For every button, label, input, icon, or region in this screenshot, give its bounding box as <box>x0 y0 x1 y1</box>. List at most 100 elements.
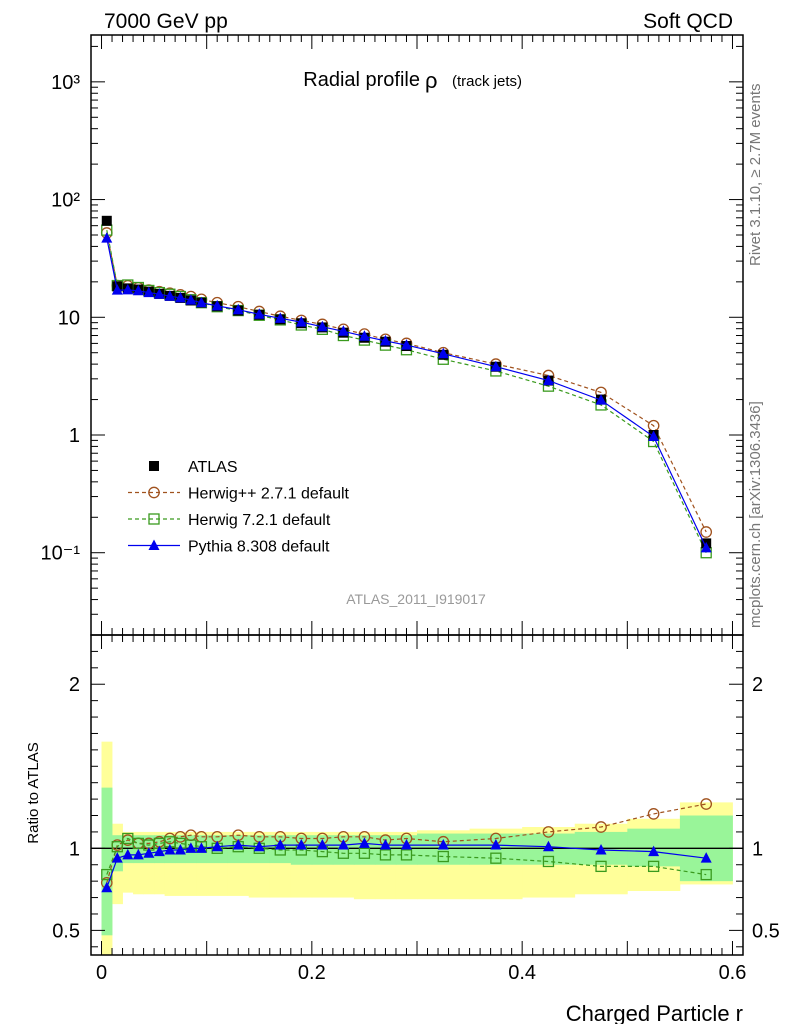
ratio-herwig-2-7-1-default-point <box>595 821 607 833</box>
legend-label: Herwig++ 2.7.1 default <box>188 486 350 503</box>
ratio-y-axis-label: Ratio to ATLAS <box>25 742 42 843</box>
stat-band-bin <box>101 787 113 936</box>
ratio-pythia-8-308-default-point <box>295 839 307 850</box>
main-pythia-8-308-default-point <box>358 330 370 341</box>
ratio-y-tick-label: 2 <box>69 674 80 696</box>
ratio-herwig-7-2-1-default-point <box>542 855 555 868</box>
main-pythia-8-308-default-point <box>132 284 144 296</box>
main-pythia-8-308-default-point <box>143 286 155 298</box>
main-y-tick-label: 10³ <box>51 72 80 94</box>
ratio-pythia-8-308-default-point <box>101 881 113 893</box>
legend-label: ATLAS <box>188 459 238 476</box>
legend-marker <box>149 461 159 471</box>
main-y-tick-label: 1 <box>69 425 80 447</box>
ratio-herwig-7-2-1-default-point <box>400 849 413 861</box>
main-pythia-8-308-default-point <box>185 294 197 305</box>
ratio-frame <box>90 634 744 956</box>
ratio-pythia-8-308-default-point <box>185 842 197 853</box>
ratio-pythia-8-308-default-point <box>358 837 370 848</box>
main-pythia-8-308-default-point <box>316 320 328 332</box>
main-pythia-8-308-default-point <box>648 430 660 442</box>
ratio-herwig-7-2-1-default-point <box>379 849 392 861</box>
ratio-y-tick-label: 0.5 <box>52 920 80 942</box>
ratio-herwig-7-2-1-default-point <box>700 868 712 881</box>
ratio-pythia-8-308-default-point <box>211 840 223 852</box>
ratio-y-tick-label-right: 0.5 <box>752 920 780 942</box>
ratio-herwig-2-7-1-default-point <box>542 826 555 838</box>
ratio-herwig-7-2-1-default-point <box>490 852 502 864</box>
legend-marker <box>148 486 160 499</box>
stat-band-bin <box>311 835 334 865</box>
analysis-label: ATLAS_2011_I919017 <box>346 591 486 607</box>
main-pythia-8-308-default-point <box>153 288 165 299</box>
x-tick-label: 0 <box>96 962 107 984</box>
legend-marker <box>148 539 160 550</box>
ratio-pythia-8-308-default-point <box>274 839 286 850</box>
main-pythia-8-308-default-point <box>490 360 502 372</box>
ratio-y-tick-label-right: 1 <box>752 838 763 860</box>
main-y-tick-label: 10 <box>58 307 80 329</box>
ratio-pythia-8-308-default-point <box>700 852 712 863</box>
ratio-herwig-7-2-1-default-point <box>111 841 123 853</box>
ratio-pythia-8-308-default-point <box>143 847 155 858</box>
main-pythia-8-308-default-point <box>542 374 554 386</box>
ratio-pythia-8-308-default-point <box>122 848 134 860</box>
plot-title: Radial profile <box>303 69 420 91</box>
main-axes-layer: 10⁻¹ 1 10 10² 10³ <box>41 34 744 636</box>
ratio-pythia-8-308-default-point <box>437 839 449 850</box>
ratio-pythia-8-308-default-point <box>232 839 244 850</box>
legend: ATLAS Herwig++ 2.7.1 default Herwig 7.2.1 … <box>128 459 350 556</box>
ratio-pythia-8-308-default-point <box>337 839 349 850</box>
main-y-tick-label: 10² <box>51 190 80 212</box>
ratio-pythia-8-308-default-point <box>164 843 176 855</box>
stat-band-bin <box>122 835 134 864</box>
ratio-plot-panel: 0 0.2 0.4 0.60.5 0.51 12 2 Ratio to ATLAS Char… <box>25 634 780 1024</box>
main-pythia-8-308-default-point <box>337 325 349 336</box>
main-pythia-8-308-default-point <box>437 347 449 359</box>
main-pythia-8-308-default-point <box>379 334 391 346</box>
ratio-pythia-8-308-default-point <box>490 839 502 850</box>
ratio-pythia-8-308-default-point <box>253 840 265 852</box>
syst-band-bin <box>164 831 176 896</box>
mcplots-label: mcplots.cern.ch [arXiv:1306.3436] <box>747 401 764 628</box>
syst-band-bin <box>196 831 208 896</box>
main-atlas-point <box>101 215 112 226</box>
main-pythia-8-308-default-point <box>111 284 123 295</box>
main-y-tick-label: 10⁻¹ <box>41 543 81 565</box>
ratio-herwig-7-2-1-default-point <box>358 847 371 859</box>
main-herwig-7-2-1-default-line <box>106 229 707 553</box>
main-pythia-8-308-default-point <box>700 541 712 553</box>
main-pythia-8-308-default-point <box>101 232 113 243</box>
ratio-pythia-8-308-default-point <box>379 839 391 850</box>
main-series-layer <box>100 215 713 559</box>
ratio-pythia-8-308-default-point <box>542 840 554 852</box>
ratio-herwig-7-2-1-default-point <box>437 850 449 863</box>
rivet-version-label: Rivet 3.1.10, ≥ 2.7M events <box>747 84 764 267</box>
ratio-pythia-8-308-default-point <box>400 839 412 850</box>
main-pythia-8-308-default-point <box>195 296 207 308</box>
ratio-herwig-2-7-1-default-point <box>700 798 713 810</box>
ratio-herwig-7-2-1-default-point <box>647 860 660 873</box>
ratio-pythia-8-308-default-point <box>316 839 328 850</box>
main-pythia-8-308-default-point <box>595 394 607 405</box>
main-plot-panel: 10⁻¹ 1 10 10² 10³ Radial profile ρ (track je… <box>41 34 744 636</box>
ratio-series-layer <box>100 798 713 893</box>
ratio-herwig-7-2-1-default-point <box>595 860 607 873</box>
plot-title-symbol: ρ <box>425 68 438 93</box>
main-herwig-2-7-1-default-point <box>700 526 713 538</box>
ratio-pythia-8-308-default-point <box>153 845 165 857</box>
x-tick-label: 0.6 <box>719 962 747 984</box>
ratio-pythia-8-308-default-point <box>195 842 207 853</box>
energy-label: 7000 GeV pp <box>104 10 228 33</box>
legend-label: Herwig 7.2.1 default <box>188 512 331 529</box>
ratio-pythia-8-308-default-point <box>595 843 607 855</box>
syst-band-bin <box>185 831 197 896</box>
main-pythia-8-308-default-point <box>400 339 412 350</box>
plot-title-suffix: (track jets) <box>452 73 522 90</box>
ratio-pythia-8-308-default-point <box>174 843 186 855</box>
legend-label: Pythia 8.308 default <box>188 539 330 556</box>
main-pythia-8-308-default-point <box>211 299 223 311</box>
main-pythia-8-308-default-point <box>232 303 244 315</box>
main-pythia-8-308-default-point <box>295 316 307 327</box>
